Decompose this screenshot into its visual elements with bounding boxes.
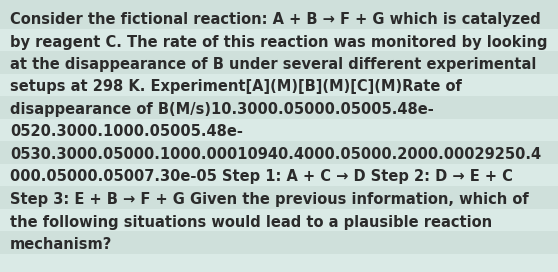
Text: Consider the fictional reaction: A + B → F + G which is catalyzed: Consider the fictional reaction: A + B →… — [10, 12, 541, 27]
Bar — [0, 6, 558, 29]
Text: the following situations would lead to a plausible reaction: the following situations would lead to a… — [10, 215, 492, 230]
Text: by reagent C. The rate of this reaction was monitored by looking: by reagent C. The rate of this reaction … — [10, 35, 547, 50]
Text: disappearance of B(M/s)10.3000.05000.05005.48e-: disappearance of B(M/s)10.3000.05000.050… — [10, 102, 434, 117]
Bar — [0, 186, 558, 209]
Bar — [0, 164, 558, 186]
Bar — [0, 29, 558, 51]
Bar — [0, 254, 558, 272]
Bar — [0, 119, 558, 141]
Text: 000.05000.05007.30e-05 Step 1: A + C → D Step 2: D → E + C: 000.05000.05007.30e-05 Step 1: A + C → D… — [10, 169, 513, 184]
Text: 0530.3000.05000.1000.00010940.4000.05000.2000.00029250.4: 0530.3000.05000.1000.00010940.4000.05000… — [10, 147, 541, 162]
Bar — [0, 141, 558, 164]
Bar — [0, 96, 558, 119]
Text: setups at 298 K. Experiment[A](M)[B](M)[C](M)Rate of: setups at 298 K. Experiment[A](M)[B](M)[… — [10, 79, 462, 94]
Text: at the disappearance of B under several different experimental: at the disappearance of B under several … — [10, 57, 536, 72]
Text: Step 3: E + B → F + G Given the previous information, which of: Step 3: E + B → F + G Given the previous… — [10, 192, 529, 207]
Bar — [0, 209, 558, 231]
Bar — [0, 51, 558, 74]
Bar — [0, 231, 558, 254]
Text: 0520.3000.1000.05005.48e-: 0520.3000.1000.05005.48e- — [10, 125, 243, 140]
Bar — [0, 74, 558, 96]
Text: mechanism?: mechanism? — [10, 237, 112, 252]
